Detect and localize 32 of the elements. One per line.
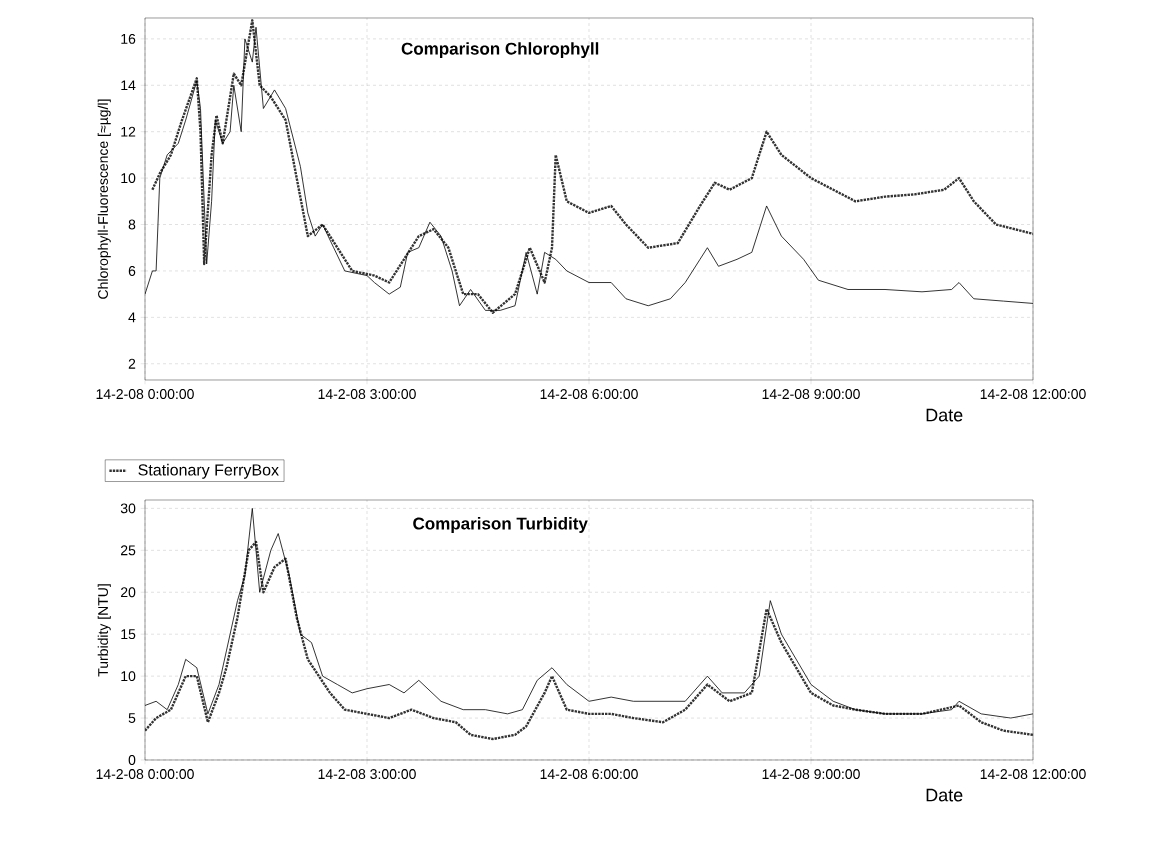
y-tick-label: 10	[121, 671, 136, 682]
y-axis-title: Turbidity [NTU]	[97, 584, 111, 677]
y-tick-label: 5	[128, 713, 136, 723]
x-tick-label: 14-2-08 9:00:00	[762, 769, 860, 780]
y-tick-label: 15	[121, 629, 136, 640]
y-tick-label: 2	[128, 358, 136, 369]
x-tick-label: 14-2-08 12:00:00	[980, 389, 1086, 400]
y-tick-label: 20	[121, 587, 136, 598]
x-tick-label: 14-2-08 3:00:00	[318, 389, 416, 400]
text: Comparison Chlorophyll	[401, 42, 599, 59]
x-tick-label: 14-2-08 0:00:00	[96, 389, 194, 400]
y-tick-label: 8	[128, 219, 136, 230]
x-axis-title: Date	[926, 788, 963, 802]
x-tick-label: 14-2-08 9:00:00	[762, 389, 860, 400]
y-tick-label: 16	[121, 33, 136, 44]
y-tick-label: 30	[120, 503, 136, 514]
x-tick-label: 14-2-08 6:00:00	[540, 389, 638, 400]
y-tick-label: 6	[128, 265, 136, 276]
y-tick-label: 25	[121, 545, 136, 556]
x-tick-label: 14-2-08 0:00:00	[96, 769, 194, 780]
x-tick-label: 14-2-08 6:00:00	[540, 769, 638, 780]
text: Comparison Turbidity	[413, 517, 588, 533]
y-tick-label: 14	[121, 80, 136, 91]
y-tick-label: 12	[121, 126, 136, 137]
y-tick-label: 4	[128, 312, 136, 323]
x-tick-label: 14-2-08 3:00:00	[318, 769, 416, 780]
y-axis-title: Chlorophyll-Fluorescence [≈µg/l]	[97, 99, 111, 299]
y-tick-label: 10	[121, 173, 136, 184]
legend-label: Stationary FerryBox	[138, 463, 279, 479]
x-tick-label: 14-2-08 12:00:00	[980, 769, 1086, 780]
y-tick-label: 0	[128, 755, 136, 765]
x-axis-title: Date	[926, 408, 963, 422]
